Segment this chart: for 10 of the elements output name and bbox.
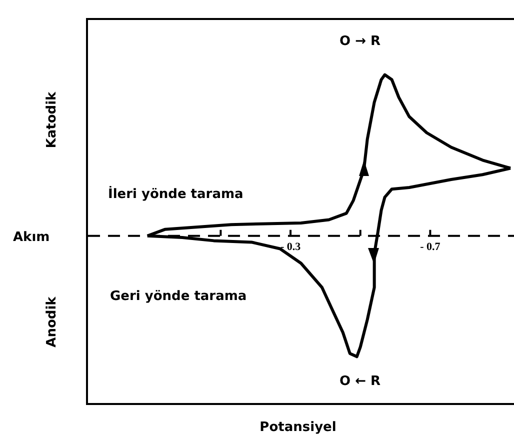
ref-line-label: Akım: [13, 230, 50, 245]
annotation: Geri yönde tarama: [110, 289, 247, 304]
x-axis-title: Potansiyel: [260, 420, 336, 435]
text: Katodik: [44, 92, 60, 148]
text: Anodik: [44, 296, 60, 348]
x-tick-label: - 0.7: [420, 240, 441, 253]
annotation: İleri yönde tarama: [108, 187, 244, 202]
text: O ← R: [339, 374, 381, 389]
x-tick-label: - 0.3: [280, 240, 302, 253]
text: O → R: [339, 34, 381, 49]
